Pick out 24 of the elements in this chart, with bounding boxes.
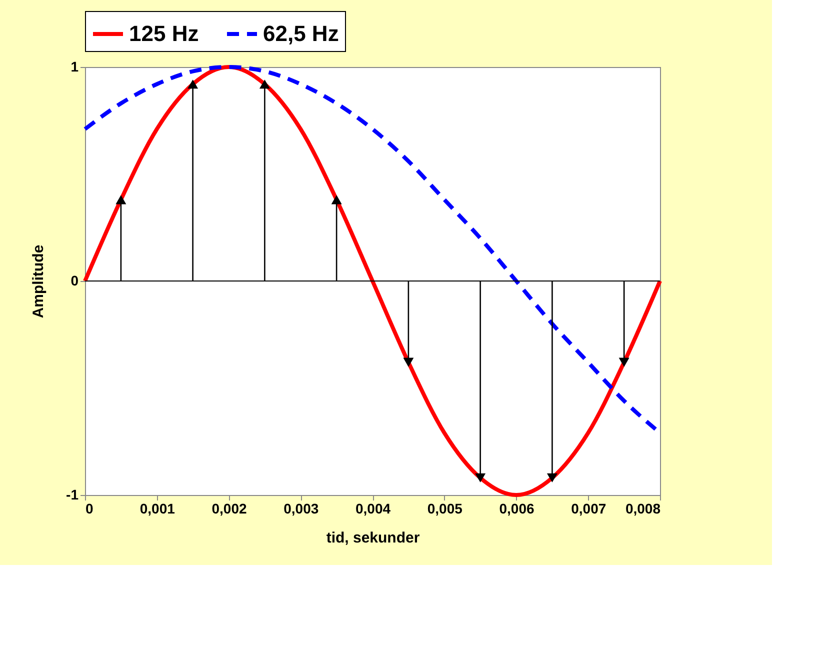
x-tick-label: 0,003 bbox=[284, 500, 319, 516]
point bbox=[116, 195, 126, 204]
y-tick-label: 0 bbox=[70, 272, 79, 288]
point bbox=[259, 80, 270, 89]
x-axis-title: tid, sekunder bbox=[326, 530, 420, 546]
point bbox=[188, 80, 198, 89]
x-tick-label: 0,004 bbox=[355, 500, 391, 516]
x-tick-label: 0 bbox=[86, 500, 94, 516]
x-tick-label: 0,002 bbox=[212, 500, 247, 516]
point bbox=[546, 473, 558, 482]
x-tick-label: 0,001 bbox=[140, 500, 176, 516]
point bbox=[475, 473, 486, 482]
legend-label: 62,5 Hz bbox=[263, 21, 339, 46]
x-tick-label: 0,005 bbox=[427, 500, 463, 516]
x-tick-label: 0,007 bbox=[571, 500, 606, 516]
point bbox=[331, 195, 342, 204]
y-axis-title: Amplitude bbox=[30, 244, 48, 318]
x-tick-label: 0,006 bbox=[499, 500, 534, 516]
x-tick-label: 0,008 bbox=[625, 500, 661, 516]
y-tick-label: 1 bbox=[70, 58, 79, 74]
legend-label: 125 Hz bbox=[129, 21, 199, 46]
y-tick-label: -1 bbox=[66, 486, 79, 502]
point bbox=[618, 358, 630, 367]
point bbox=[403, 358, 414, 367]
